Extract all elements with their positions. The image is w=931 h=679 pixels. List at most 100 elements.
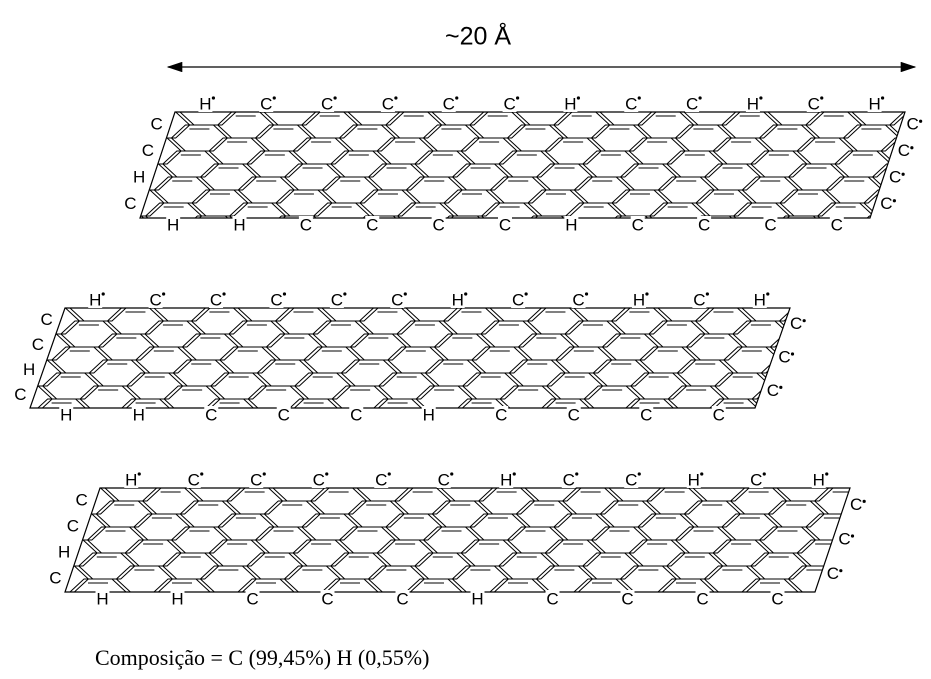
atom-label: C xyxy=(831,215,843,234)
atom-label: H xyxy=(423,405,435,424)
label-bg xyxy=(320,590,335,606)
label-bg xyxy=(436,472,451,488)
label-bg xyxy=(170,590,185,606)
atom-label: C xyxy=(382,94,394,113)
atom-label: H xyxy=(60,405,72,424)
label-bg xyxy=(198,96,213,112)
radical-dot xyxy=(637,472,641,476)
atom-label: C xyxy=(443,94,455,113)
atom-label: C xyxy=(790,314,802,333)
radical-dot xyxy=(705,292,709,296)
atom-label: C xyxy=(300,215,312,234)
label-bg xyxy=(124,472,139,488)
label-bg xyxy=(498,216,512,232)
atom-label: C xyxy=(350,405,362,424)
atom-label: C xyxy=(503,94,515,113)
atom-label: C xyxy=(693,290,705,309)
label-bg xyxy=(749,472,764,488)
radical-dot xyxy=(575,472,579,476)
label-bg xyxy=(624,96,639,112)
atom-label: C xyxy=(808,94,820,113)
radical-dot xyxy=(211,96,216,100)
atom-label: H xyxy=(500,470,512,489)
radical-dot xyxy=(403,292,407,296)
double-bonds xyxy=(140,112,905,218)
label-bg xyxy=(564,216,579,232)
label-bg xyxy=(563,96,578,112)
atom-label: C xyxy=(438,470,450,489)
atom-label: C xyxy=(850,495,862,514)
label-bg xyxy=(770,590,785,606)
atom-label: C xyxy=(270,290,282,309)
label-bg xyxy=(166,216,181,232)
atom-label: C xyxy=(150,115,162,134)
atom-label: C xyxy=(250,470,262,489)
atom-label: C xyxy=(512,290,524,309)
radical-dot xyxy=(101,292,105,296)
atom-label: C xyxy=(696,589,708,608)
radical-dot xyxy=(892,199,896,203)
radical-dot xyxy=(272,96,276,100)
radical-dot xyxy=(820,96,824,100)
label-bg xyxy=(232,216,247,232)
atom-label: C xyxy=(827,564,839,583)
label-bg xyxy=(763,216,778,232)
label-bg xyxy=(269,292,284,308)
sheet-edge xyxy=(29,307,791,409)
atom-label: C xyxy=(246,589,258,608)
label-bg xyxy=(204,406,219,422)
label-bg xyxy=(59,406,74,422)
radical-dot xyxy=(222,292,226,296)
atom-label: C xyxy=(713,405,725,424)
atom-label: C xyxy=(771,589,783,608)
atom-label: C xyxy=(750,470,762,489)
label-bg xyxy=(620,590,635,606)
label-bg xyxy=(209,292,224,308)
radical-dot xyxy=(512,472,516,476)
label-bg xyxy=(131,406,146,422)
radical-dot xyxy=(137,472,141,476)
atom-label: C xyxy=(321,94,333,113)
atom-label: C xyxy=(632,215,644,234)
label-bg xyxy=(470,590,485,606)
atom-label: C xyxy=(375,470,387,489)
label-bg xyxy=(450,292,465,308)
atom-label: C xyxy=(205,405,217,424)
atom-label: H xyxy=(452,290,464,309)
label-bg xyxy=(745,96,760,112)
radical-dot xyxy=(325,472,329,476)
radical-dot xyxy=(450,472,454,476)
label-bg xyxy=(421,406,436,422)
radical-dot xyxy=(584,292,589,296)
radical-dot xyxy=(343,292,347,296)
radical-dot xyxy=(524,292,528,296)
atom-label: C xyxy=(698,215,710,234)
label-bg xyxy=(88,292,103,308)
radical-dot xyxy=(766,292,770,296)
atom-label: C xyxy=(889,168,901,187)
atom-label: C xyxy=(331,290,343,309)
atom-label: C xyxy=(880,194,892,213)
atom-label: C xyxy=(278,405,290,424)
atom-label: C xyxy=(210,290,222,309)
atom-label: H xyxy=(199,94,211,113)
label-bg xyxy=(390,292,405,308)
atom-label: C xyxy=(546,589,558,608)
label-bg xyxy=(511,292,526,308)
radical-dot xyxy=(862,499,866,503)
atom-label: C xyxy=(49,568,61,587)
radical-dot xyxy=(162,292,166,296)
radical-dot xyxy=(901,172,905,176)
label-bg xyxy=(380,96,395,112)
radical-dot xyxy=(700,472,704,476)
atom-label: H xyxy=(868,94,880,113)
radical-dot xyxy=(759,96,763,100)
label-bg xyxy=(867,96,882,112)
atom-label: C xyxy=(149,290,161,309)
atom-label: C xyxy=(124,194,136,213)
label-bg xyxy=(811,472,826,488)
atom-label: H xyxy=(233,215,245,234)
radical-dot xyxy=(387,472,391,476)
atom-label: H xyxy=(754,290,766,309)
double-bonds xyxy=(30,308,790,408)
